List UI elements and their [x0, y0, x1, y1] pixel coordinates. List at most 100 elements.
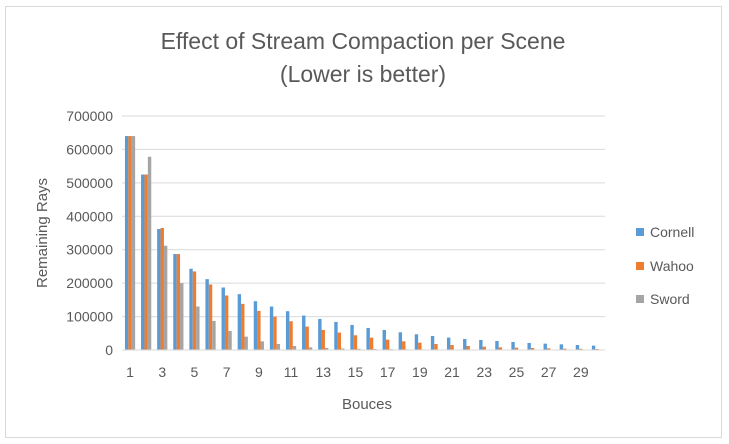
y-tick-label: 0 [105, 342, 113, 358]
x-tick-label: 9 [255, 364, 263, 380]
y-tick-label: 200000 [66, 275, 113, 291]
bar-sword [147, 156, 152, 350]
x-tick-label: 7 [223, 364, 231, 380]
bar-sword [180, 283, 184, 350]
bar-wahoo [418, 342, 422, 350]
bar-wahoo [353, 335, 358, 350]
bar-cornell [157, 228, 161, 350]
bar-wahoo [530, 347, 535, 350]
bar-cornell [141, 174, 145, 350]
bar-wahoo [257, 310, 261, 350]
bar-cornell [575, 344, 580, 350]
bar-sword [292, 345, 297, 350]
bar-wahoo [450, 344, 454, 350]
x-tick-label: 11 [284, 364, 299, 380]
bar-wahoo [305, 326, 309, 350]
bar-wahoo [160, 227, 164, 350]
x-axis-ticks: 1 3 5 7 9 11 13 15 17 19 21 23 25 27 29 [126, 364, 589, 380]
bar-cornell [446, 337, 451, 350]
x-axis-title: Bouces [342, 396, 392, 413]
bar-cornell [237, 294, 242, 350]
y-tick-label: 500000 [66, 175, 113, 191]
bar-sword [244, 336, 248, 350]
chart-title: Effect of Stream Compaction per Scene [161, 28, 566, 54]
legend-label-cornell: Cornell [650, 224, 694, 240]
bar-sword [163, 245, 168, 350]
bar-cornell [221, 287, 225, 350]
bar-cornell [318, 318, 322, 350]
bar-wahoo [273, 316, 277, 350]
bar-cornell [414, 334, 419, 350]
legend-label-wahoo: Wahoo [650, 258, 694, 274]
bar-sword [341, 348, 345, 350]
bar-cornell [430, 335, 435, 350]
bar-sword [357, 348, 361, 350]
bar-cornell [511, 341, 515, 350]
bar-wahoo [402, 341, 406, 350]
bar-cornell [189, 268, 193, 350]
bar-wahoo [208, 284, 213, 350]
x-tick-label: 5 [191, 364, 199, 380]
bar-cornell [559, 344, 564, 350]
x-tick-label: 21 [444, 364, 460, 380]
bar-cornell [253, 301, 258, 350]
x-tick-label: 19 [412, 364, 428, 380]
bar-wahoo [192, 271, 197, 350]
x-tick-label: 23 [476, 364, 492, 380]
bar-cornell [527, 342, 531, 350]
bar-cornell [269, 306, 274, 350]
y-tick-label: 700000 [66, 108, 113, 124]
y-tick-label: 300000 [66, 242, 113, 258]
y-axis-ticks: 0 100000 200000 300000 400000 500000 600000 700… [66, 108, 113, 358]
gridlines [122, 115, 605, 318]
bar-cornell [463, 338, 467, 350]
x-tick-label: 15 [348, 364, 364, 380]
bar-sword [324, 347, 329, 350]
bar-cornell [366, 327, 370, 350]
y-tick-label: 600000 [66, 141, 113, 157]
legend-swatch-cornell [636, 228, 644, 236]
x-tick-label: 13 [315, 364, 331, 380]
chart-subtitle: (Lower is better) [280, 61, 446, 87]
bar-wahoo [514, 347, 519, 350]
bar-cornell [285, 311, 290, 350]
bar-wahoo [128, 136, 132, 350]
bar-wahoo [546, 348, 551, 350]
bar-cornell [302, 315, 306, 350]
bar-sword [260, 341, 264, 350]
legend-swatch-sword [636, 295, 644, 303]
bar-wahoo [337, 332, 342, 350]
bar-cornell [173, 254, 177, 350]
bar-cornell [479, 339, 483, 350]
x-tick-label: 1 [126, 364, 134, 380]
bar-cornell [382, 329, 386, 350]
bar-wahoo [224, 295, 229, 350]
bar-wahoo [289, 321, 293, 350]
bar-wahoo [385, 339, 390, 350]
bar-cornell [495, 340, 499, 350]
bar-wahoo [321, 329, 325, 350]
x-tick-label: 29 [573, 364, 589, 380]
bar-cornell [205, 279, 209, 350]
y-tick-label: 100000 [66, 309, 113, 325]
bar-sword [308, 347, 313, 350]
chart-frame [5, 6, 722, 438]
legend: Cornell Wahoo Sword [636, 224, 694, 307]
legend-swatch-wahoo [636, 262, 644, 270]
bar-cornell [350, 324, 354, 350]
bars [124, 136, 603, 350]
bar-wahoo [144, 174, 148, 350]
bar-wahoo [434, 343, 438, 350]
bar-cornell [124, 136, 129, 350]
bar-cornell [543, 343, 547, 350]
bar-sword [131, 136, 136, 350]
bar-sword [276, 343, 281, 350]
y-tick-label: 400000 [66, 208, 113, 224]
x-tick-label: 27 [541, 364, 557, 380]
bar-wahoo [563, 348, 567, 350]
x-tick-label: 17 [380, 364, 396, 380]
bar-sword [196, 306, 200, 350]
bar-cornell [591, 345, 596, 350]
bar-wahoo [176, 254, 181, 350]
